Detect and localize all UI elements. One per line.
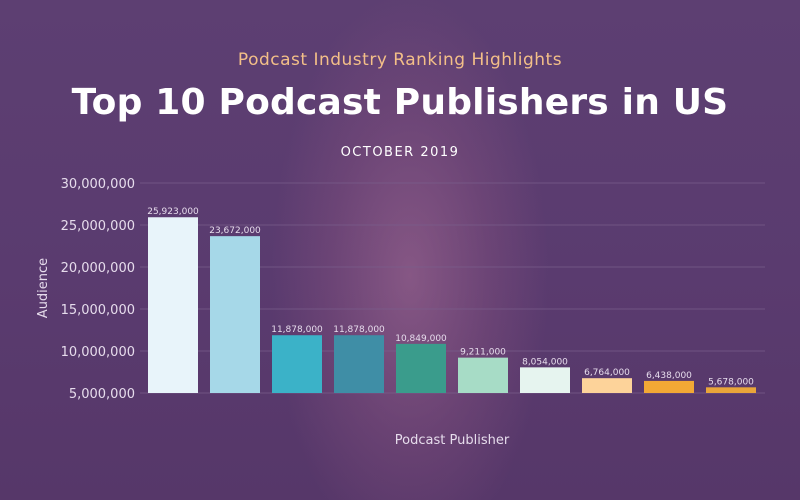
x-axis-label: Podcast Publisher (395, 433, 510, 448)
bar (520, 367, 570, 393)
bar (396, 343, 446, 393)
chart-title: Top 10 Podcast Publishers in US (71, 82, 729, 123)
bar (334, 335, 384, 393)
bar (272, 335, 322, 393)
bar (582, 378, 632, 393)
data-label: 11,878,000 (271, 325, 323, 335)
y-tick-label: 25,000,000 (61, 219, 135, 234)
y-tick-label: 20,000,000 (61, 261, 135, 276)
y-tick-label: 30,000,000 (61, 177, 135, 192)
data-label: 25,923,000 (147, 207, 199, 217)
bar (210, 236, 260, 393)
bar (148, 217, 198, 393)
y-axis-label: Audience (36, 258, 51, 318)
y-tick-label: 10,000,000 (61, 345, 135, 360)
data-label: 6,438,000 (646, 371, 692, 381)
data-label: 23,672,000 (209, 226, 261, 236)
data-label: 10,849,000 (395, 334, 447, 344)
y-tick-label: 5,000,000 (69, 387, 135, 402)
chart-subtitle: Podcast Industry Ranking Highlights (237, 50, 563, 70)
data-label: 11,878,000 (333, 325, 385, 335)
data-label: 8,054,000 (522, 357, 568, 367)
chart-date: OCTOBER 2019 (340, 145, 460, 160)
background-hand-image (270, 0, 550, 500)
data-label: 5,678,000 (708, 377, 754, 387)
y-tick-label: 15,000,000 (61, 303, 135, 318)
bar (706, 387, 756, 393)
data-label: 6,764,000 (584, 368, 630, 378)
bar (458, 357, 508, 393)
bar (644, 380, 694, 393)
data-label: 9,211,000 (460, 348, 506, 358)
